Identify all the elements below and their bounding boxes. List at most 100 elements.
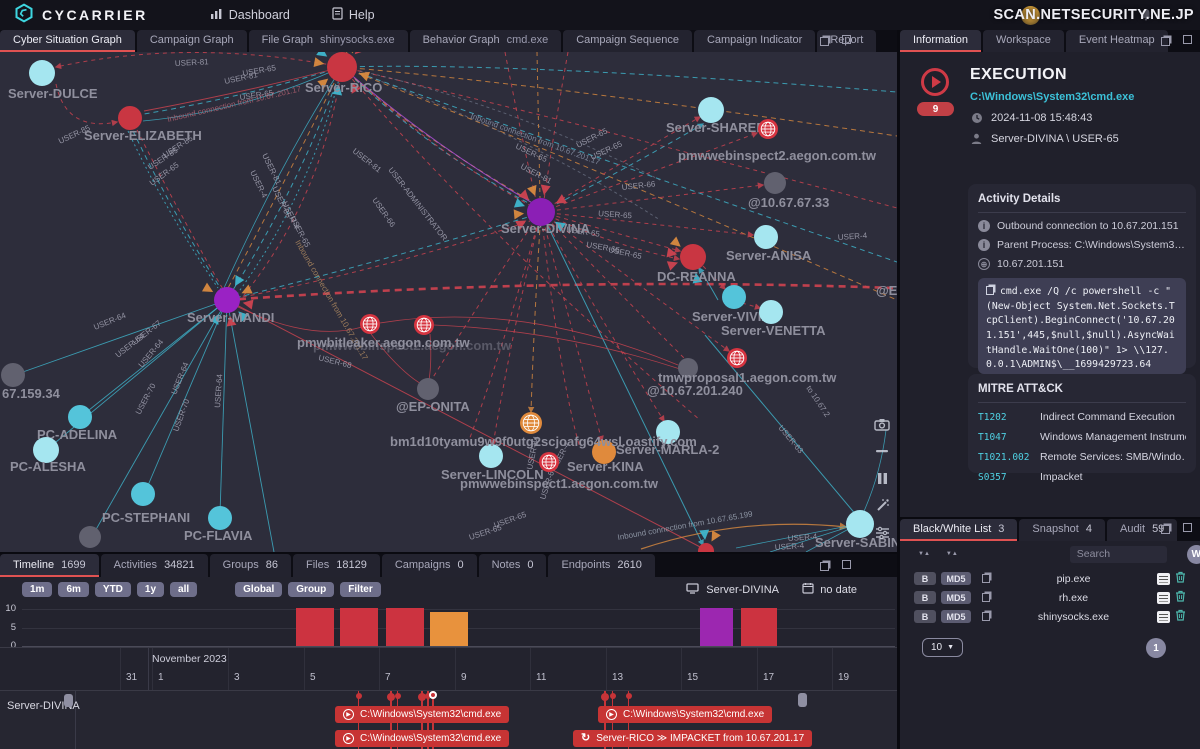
sort-icon[interactable]: ▼▲	[945, 551, 958, 557]
tab-information[interactable]: Information	[900, 30, 982, 52]
range-ytd[interactable]: YTD	[94, 582, 131, 597]
graph-node-marla-2[interactable]	[656, 420, 680, 444]
graph-node-dulce[interactable]	[29, 60, 55, 86]
mitre-technique-id[interactable]: S0357	[978, 472, 1007, 483]
page-size-select[interactable]: 10 ▼	[922, 638, 964, 657]
scrollbar-thumb[interactable]	[64, 694, 73, 707]
restore-icon[interactable]	[1161, 37, 1170, 46]
graph-node-globe-web2[interactable]	[758, 119, 778, 139]
magic-wand-icon[interactable]	[873, 496, 891, 514]
copy-icon[interactable]	[982, 593, 990, 602]
graph-canvas[interactable]: USER-81 USER-81 USER-65 USER-65 Inbound conn…	[0, 52, 897, 552]
tab-cyber-situation-graph[interactable]: Cyber Situation Graph	[0, 30, 135, 52]
graph-node-kina[interactable]	[592, 440, 616, 464]
tab-behavior-graph[interactable]: Behavior Graph cmd.exe	[409, 30, 562, 52]
graph-node-venetta[interactable]	[759, 300, 783, 324]
date-filter[interactable]: no date	[802, 582, 857, 597]
menu-help[interactable]: Help	[332, 7, 375, 23]
hash-report-icon[interactable]	[1157, 591, 1170, 604]
command-line-block[interactable]: cmd.exe /Q /c powershell -c "(New-Object…	[978, 278, 1186, 374]
bwl-row[interactable]: B MD5 shinysocks.exe	[900, 607, 1200, 626]
event-pin[interactable]	[387, 693, 395, 701]
timeline-histogram[interactable]: 10 5 0	[0, 602, 897, 651]
sort-icon[interactable]: ▼▲	[918, 551, 930, 557]
graph-node-mandi[interactable]	[214, 287, 240, 313]
graph-node-globe-oast[interactable]	[520, 412, 542, 434]
tab-campaign-indicator[interactable]: Campaign Indicator	[693, 30, 816, 52]
trash-icon[interactable]	[1175, 570, 1186, 588]
event-pin[interactable]	[425, 693, 431, 699]
whitelist-button[interactable]: W	[1186, 544, 1200, 564]
tab-endpoints[interactable]: Endpoints 2610	[548, 554, 655, 577]
trash-icon[interactable]	[1175, 589, 1186, 607]
histogram-bar[interactable]	[340, 608, 378, 646]
settings-sliders-icon[interactable]	[873, 523, 891, 541]
graph-node-stephani[interactable]	[131, 482, 155, 506]
tab-snapshot[interactable]: Snapshot 4	[1019, 519, 1105, 541]
graph-node-flavia[interactable]	[208, 506, 232, 530]
lateral-movement-event-pill[interactable]: ↻ Server-RICO ≫ IMPACKET from 10.67.201.1…	[573, 730, 813, 747]
tab-file-graph[interactable]: File Graph shinysocks.exe	[248, 30, 408, 52]
histogram-bar[interactable]	[430, 612, 468, 646]
page-number-button[interactable]: 1	[1146, 638, 1166, 658]
copy-icon[interactable]	[982, 612, 990, 621]
maximize-icon[interactable]	[842, 35, 851, 44]
tab-campaign-sequence[interactable]: Campaign Sequence	[563, 30, 692, 52]
copy-icon[interactable]	[982, 574, 990, 583]
event-pin[interactable]	[429, 691, 437, 699]
bwl-row[interactable]: B MD5 rh.exe	[900, 588, 1200, 607]
mitre-technique-id[interactable]: T1021.002	[978, 452, 1030, 463]
tab-campaigns[interactable]: Campaigns 0	[381, 554, 477, 577]
trash-icon[interactable]	[1175, 608, 1186, 626]
tab-timeline[interactable]: Timeline 1699	[0, 554, 99, 577]
device-filter[interactable]: Server-DIVINA	[686, 582, 779, 597]
filter-group[interactable]: Group	[288, 582, 335, 597]
graph-node-bottom-red[interactable]	[698, 543, 714, 552]
graph-node-lincoln[interactable]	[479, 444, 503, 468]
graph-node-ip-201-240[interactable]	[678, 358, 698, 378]
copy-icon[interactable]	[986, 286, 994, 295]
graph-node-globe-bit1[interactable]	[360, 314, 380, 334]
graph-node-globe-bit2[interactable]	[414, 315, 434, 335]
histogram-bar[interactable]	[386, 608, 424, 646]
menu-dashboard[interactable]: Dashboard	[210, 8, 290, 23]
histogram-bar[interactable]	[741, 608, 777, 646]
event-pin[interactable]	[394, 693, 401, 699]
graph-node-globe-web1[interactable]	[539, 452, 559, 472]
mitre-technique-id[interactable]: T1047	[978, 432, 1007, 443]
graph-node-sharee[interactable]	[698, 97, 724, 123]
tab-groups[interactable]: Groups 86	[209, 554, 291, 577]
graph-node-dc-reanna[interactable]	[680, 244, 706, 270]
tab-files[interactable]: Files 18129	[292, 554, 380, 577]
range-1m[interactable]: 1m	[22, 582, 53, 597]
tab-event-heatmap[interactable]: Event Heatmap	[1065, 30, 1168, 52]
graph-node-rico[interactable]	[327, 52, 357, 82]
tab-workspace[interactable]: Workspace	[983, 30, 1064, 52]
graph-node-adelina[interactable]	[68, 405, 92, 429]
filter-filter[interactable]: Filter	[340, 582, 381, 597]
restore-icon[interactable]	[820, 37, 829, 46]
tab-campaign-graph[interactable]: Campaign Graph	[136, 30, 247, 52]
mitre-technique-id[interactable]: T1202	[978, 412, 1007, 423]
graph-node-ip-159-34[interactable]	[1, 363, 25, 387]
graph-node-alesha[interactable]	[33, 437, 59, 463]
snapshot-camera-icon[interactable]	[873, 415, 891, 433]
execution-event-pill[interactable]: ▶ C:\Windows\System32\cmd.exe	[598, 706, 773, 723]
range-1y[interactable]: 1y	[136, 582, 165, 597]
fit-view-icon[interactable]	[873, 550, 891, 552]
tab-notes[interactable]: Notes 0	[478, 554, 547, 577]
graph-node-gray-endpoint[interactable]	[79, 526, 101, 548]
execution-event-pill[interactable]: ▶ C:\Windows\System32\cmd.exe	[335, 730, 510, 747]
tab-report[interactable]: Report	[817, 30, 877, 52]
graph-node-ip-67-33[interactable]	[764, 172, 786, 194]
histogram-bar[interactable]	[296, 608, 334, 646]
minus-icon[interactable]	[873, 442, 891, 460]
event-pin[interactable]	[418, 693, 426, 701]
range-6m[interactable]: 6m	[58, 582, 89, 597]
execution-event-pill[interactable]: ▶ C:\Windows\System32\cmd.exe	[335, 706, 510, 723]
timeline-rows[interactable]: Server-DIVINA ▶ C:\Windows\System32\cmd.e…	[0, 690, 897, 749]
hash-report-icon[interactable]	[1157, 610, 1170, 623]
graph-node-sabina[interactable]	[846, 510, 874, 538]
search-input[interactable]	[1069, 545, 1167, 563]
graph-node-ep-onita[interactable]	[417, 378, 439, 400]
